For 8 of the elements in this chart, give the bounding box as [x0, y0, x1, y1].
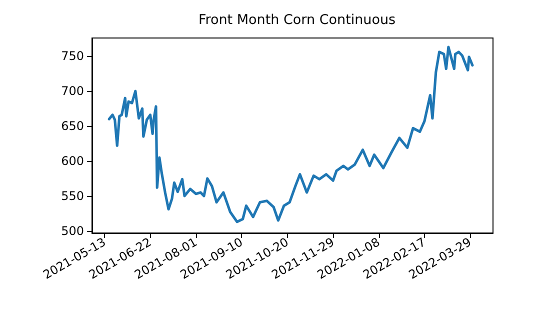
y-tick-label: 650: [61, 119, 84, 134]
y-tick-label: 700: [61, 84, 84, 98]
y-tick-label: 750: [61, 49, 84, 64]
y-tick-label: 550: [61, 188, 84, 203]
y-tick-label: 600: [61, 154, 84, 168]
chart-title: Front Month Corn Continuous: [198, 12, 396, 28]
line-series: [108, 46, 474, 224]
y-tick-label: 500: [61, 224, 84, 238]
